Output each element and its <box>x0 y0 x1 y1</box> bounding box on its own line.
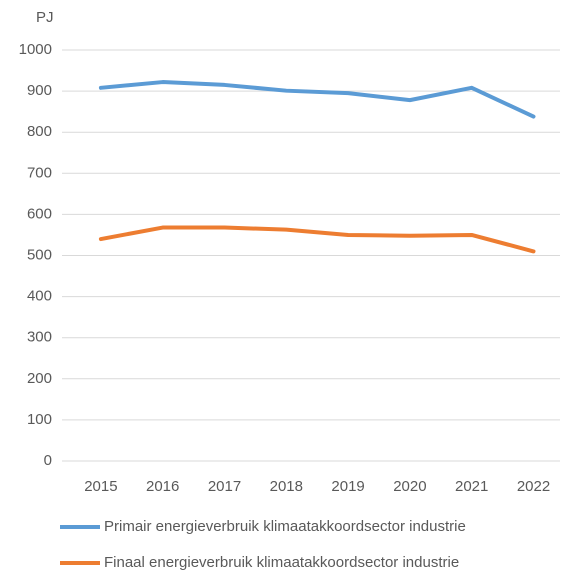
legend-label: Primair energieverbruik klimaatakkoordse… <box>104 518 466 535</box>
y-tick-label: 300 <box>27 329 52 346</box>
x-tick-label: 2020 <box>393 478 426 495</box>
y-tick-label: 500 <box>27 246 52 263</box>
y-tick-label: 200 <box>27 370 52 387</box>
x-tick-label: 2016 <box>146 478 179 495</box>
y-tick-label: 800 <box>27 123 52 140</box>
y-tick-label: 0 <box>44 452 52 469</box>
x-tick-label: 2019 <box>331 478 364 495</box>
x-tick-label: 2018 <box>270 478 303 495</box>
legend-label: Finaal energieverbruik klimaatakkoordsec… <box>104 554 459 571</box>
y-tick-label: 900 <box>27 82 52 99</box>
y-tick-label: 1000 <box>19 41 52 58</box>
x-tick-label: 2021 <box>455 478 488 495</box>
y-tick-label: 700 <box>27 164 52 181</box>
x-tick-label: 2015 <box>84 478 117 495</box>
x-tick-label: 2017 <box>208 478 241 495</box>
x-tick-label: 2022 <box>517 478 550 495</box>
y-tick-label: 400 <box>27 288 52 305</box>
series-line <box>98 80 536 119</box>
series-line <box>98 225 536 254</box>
y-tick-label: 100 <box>27 411 52 428</box>
y-tick-label: 600 <box>27 205 52 222</box>
y-axis-label: PJ <box>36 9 54 26</box>
